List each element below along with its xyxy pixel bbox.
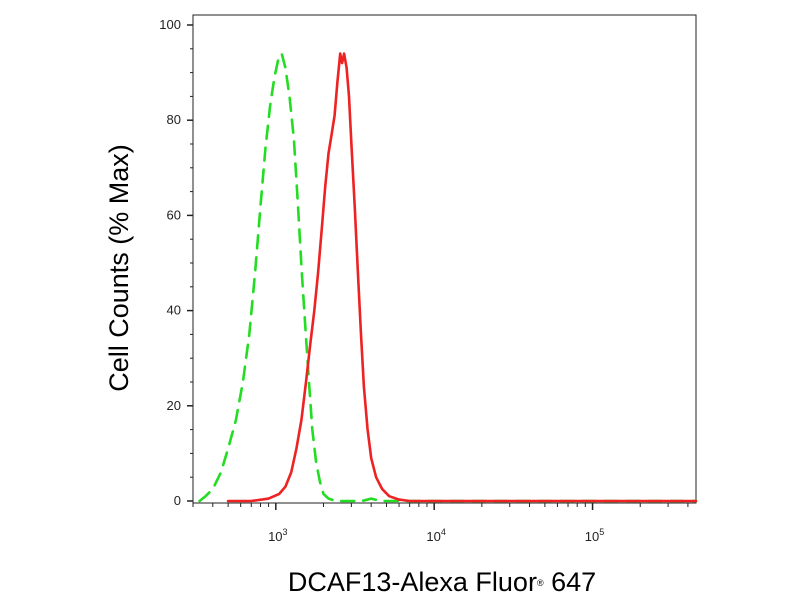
y-axis-title: Cell Counts (% Max): [104, 144, 134, 392]
y-tick-label: 20: [167, 398, 181, 413]
isotype-control-dashed-line: [198, 52, 698, 503]
x-axis-title-suffix: 647: [544, 567, 597, 597]
sample-solid-line: [226, 52, 698, 503]
x-tick-label-exponent: 3: [283, 527, 288, 537]
y-axis-ticks: 0 20 40 60 80 100: [159, 17, 193, 508]
x-tick-label-base: 10: [585, 529, 599, 544]
y-tick-label: 40: [167, 303, 181, 318]
x-tick-label: 103: [268, 527, 287, 544]
x-tick-label-base: 10: [426, 529, 440, 544]
x-tick-label-exponent: 4: [441, 527, 446, 537]
x-tick-label-base: 10: [268, 529, 282, 544]
x-tick-label: 105: [585, 527, 604, 544]
x-axis-title-main: DCAF13-Alexa Fluor: [288, 567, 537, 597]
y-tick-label: 100: [159, 17, 181, 32]
x-axis-ticks: 103 104 105: [192, 503, 689, 544]
y-tick-label: 80: [167, 112, 181, 127]
series-layer: [198, 52, 698, 503]
x-axis-title-registered-mark: ®: [537, 578, 544, 588]
y-tick-label: 0: [174, 493, 181, 508]
x-tick-label: 104: [426, 527, 445, 544]
plot-frame: [192, 14, 697, 504]
y-tick-label: 60: [167, 207, 181, 222]
x-tick-label-exponent: 5: [599, 527, 604, 537]
x-axis-title: DCAF13-Alexa Fluor® 647: [288, 567, 596, 597]
